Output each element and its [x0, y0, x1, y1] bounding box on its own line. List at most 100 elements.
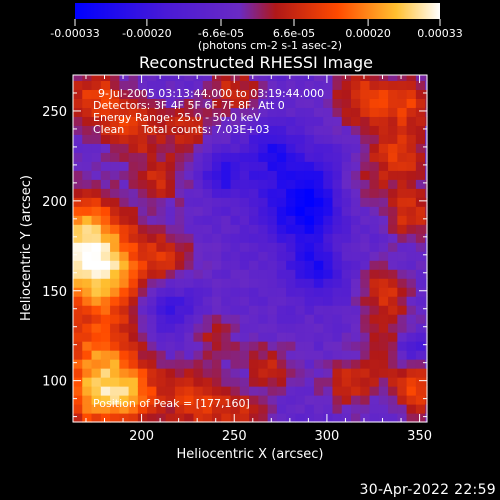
heatmap-cell: [425, 197, 428, 207]
heatmap-cell: [286, 80, 297, 90]
heatmap-cell: [323, 251, 334, 261]
heatmap-cell: [239, 206, 250, 216]
heatmap-cell: [230, 359, 241, 369]
heatmap-cell: [406, 143, 417, 153]
heatmap-cell: [82, 125, 93, 135]
heatmap-cell: [147, 386, 158, 396]
heatmap-cell: [323, 107, 334, 117]
heatmap-cell: [184, 296, 195, 306]
heatmap-cell: [100, 287, 111, 297]
heatmap-cell: [165, 251, 176, 261]
heatmap-cell: [249, 89, 259, 99]
heatmap-cell: [184, 260, 195, 270]
heatmap-cell: [351, 206, 361, 216]
heatmap-cell: [91, 179, 102, 189]
heatmap-cell: [397, 75, 408, 81]
heatmap-cell: [221, 386, 232, 396]
heatmap-cell: [110, 188, 120, 198]
heatmap-cell: [415, 89, 426, 99]
heatmap-cell: [110, 269, 120, 279]
heatmap-cell: [313, 152, 324, 162]
heatmap-cell: [156, 332, 167, 342]
heatmap-cell: [388, 413, 398, 423]
heatmap-cell: [156, 386, 167, 396]
heatmap-cell: [341, 359, 352, 369]
heatmap-cell: [276, 386, 287, 396]
heatmap-cell: [388, 368, 398, 378]
heatmap-cell: [239, 278, 250, 288]
heatmap-cell: [267, 305, 278, 315]
heatmap-cell: [295, 143, 306, 153]
heatmap-cell: [313, 323, 324, 333]
heatmap-cell: [119, 287, 130, 297]
heatmap-cell: [304, 260, 315, 270]
heatmap-cell: [313, 170, 324, 180]
heatmap-cell: [323, 323, 334, 333]
heatmap-cell: [304, 152, 315, 162]
heatmap-cell: [110, 80, 120, 90]
heatmap-cell: [221, 296, 232, 306]
heatmap-cell: [193, 242, 204, 252]
heatmap-cell: [174, 287, 185, 297]
heatmap-cell: [397, 98, 408, 108]
heatmap-cell: [156, 170, 167, 180]
heatmap-cell: [239, 134, 250, 144]
y-tick-label: 200: [42, 195, 67, 210]
heatmap-cell: [174, 161, 185, 171]
heatmap-cell: [147, 278, 158, 288]
heatmap-cell: [369, 233, 380, 243]
heatmap-cell: [258, 134, 269, 144]
heatmap-cell: [174, 314, 185, 324]
heatmap-cell: [165, 404, 176, 414]
heatmap-cell: [360, 332, 371, 342]
heatmap-cell: [100, 404, 111, 414]
heatmap-cell: [212, 233, 222, 243]
heatmap-cell: [239, 188, 250, 198]
heatmap-cell: [156, 350, 167, 360]
heatmap-cell: [174, 242, 185, 252]
heatmap-cell: [147, 269, 158, 279]
heatmap-cell: [406, 377, 417, 387]
heatmap-cell: [82, 314, 93, 324]
heatmap-cell: [165, 188, 176, 198]
heatmap-cell: [156, 314, 167, 324]
heatmap-cell: [415, 404, 426, 414]
heatmap-cell: [267, 188, 278, 198]
colorbar-tick-label: 6.6e-05: [273, 27, 315, 40]
heatmap-cell: [323, 179, 334, 189]
heatmap-cell: [91, 233, 102, 243]
heatmap-cell: [276, 89, 287, 99]
heatmap-cell: [239, 107, 250, 117]
heatmap-cell: [174, 107, 185, 117]
heatmap-cell: [360, 377, 371, 387]
heatmap-cell: [193, 287, 204, 297]
heatmap-cell: [341, 125, 352, 135]
heatmap-cell: [267, 80, 278, 90]
heatmap-cell: [193, 386, 204, 396]
heatmap-cell: [100, 278, 111, 288]
heatmap-cell: [91, 197, 102, 207]
heatmap-cell: [156, 152, 167, 162]
heatmap-cell: [425, 179, 428, 189]
heatmap-cell: [128, 179, 139, 189]
heatmap-cell: [165, 98, 176, 108]
heatmap-cell: [378, 188, 389, 198]
heatmap-cell: [249, 377, 259, 387]
heatmap-cell: [286, 404, 297, 414]
heatmap-cell: [91, 224, 102, 234]
heatmap-cell: [82, 80, 93, 90]
heatmap-cell: [184, 143, 195, 153]
heatmap-cell: [91, 125, 102, 135]
heatmap-cell: [323, 80, 334, 90]
heatmap-cell: [239, 75, 250, 81]
heatmap-cell: [397, 125, 408, 135]
heatmap-cell: [304, 377, 315, 387]
heatmap-cell: [332, 314, 343, 324]
heatmap-cell: [212, 125, 222, 135]
heatmap-cell: [119, 386, 130, 396]
heatmap-cell: [147, 404, 158, 414]
heatmap-cell: [100, 75, 111, 81]
heatmap-cell: [388, 143, 398, 153]
heatmap-cell: [351, 386, 361, 396]
heatmap-cell: [202, 170, 213, 180]
